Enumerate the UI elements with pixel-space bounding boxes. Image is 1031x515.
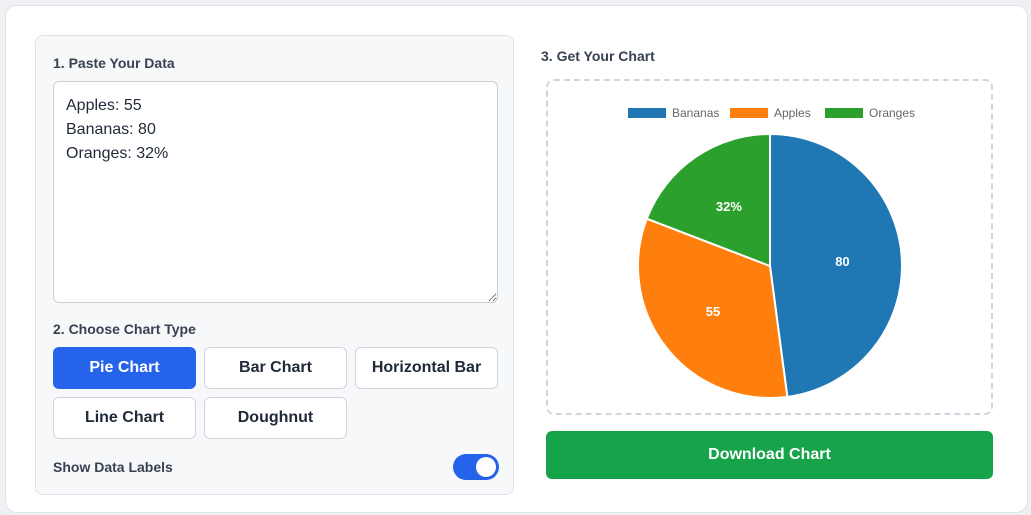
legend-swatch-bananas[interactable] <box>628 108 666 118</box>
pie-slice-oranges[interactable] <box>645 132 771 268</box>
step2-label: 2. Choose Chart Type <box>53 321 196 337</box>
legend-swatch-apples[interactable] <box>730 108 768 118</box>
download-chart-button[interactable]: Download Chart <box>546 431 993 479</box>
legend-label-oranges[interactable]: Oranges <box>869 106 915 120</box>
line-chart-button[interactable]: Line Chart <box>53 397 196 439</box>
pie-chart-button[interactable]: Pie Chart <box>53 347 196 389</box>
pie-slice-bananas[interactable] <box>769 132 903 398</box>
legend-label-apples[interactable]: Apples <box>774 106 811 120</box>
bar-chart-button[interactable]: Bar Chart <box>204 347 347 389</box>
legend-swatch-oranges[interactable] <box>825 108 863 118</box>
data-input[interactable] <box>53 81 498 303</box>
data-label-apples: 55 <box>706 304 720 319</box>
pie-chart: Bananas Apples Oranges 80 55 32% <box>628 106 915 399</box>
toggle-knob <box>476 457 496 477</box>
input-panel: 1. Paste Your Data 2. Choose Chart Type … <box>35 35 514 495</box>
show-data-labels-toggle[interactable] <box>453 454 499 480</box>
step3-label: 3. Get Your Chart <box>541 48 655 64</box>
chart-preview: Bananas Apples Oranges 80 55 32% <box>546 79 993 415</box>
data-label-oranges: 32% <box>716 199 742 214</box>
show-data-labels-label: Show Data Labels <box>53 459 173 475</box>
pie-slice-apples[interactable] <box>637 217 789 399</box>
step1-label: 1. Paste Your Data <box>53 55 175 71</box>
data-label-bananas: 80 <box>835 254 849 269</box>
legend-label-bananas[interactable]: Bananas <box>672 106 719 120</box>
doughnut-button[interactable]: Doughnut <box>204 397 347 439</box>
horizontal-bar-button[interactable]: Horizontal Bar <box>355 347 498 389</box>
main-card: 1. Paste Your Data 2. Choose Chart Type … <box>5 5 1028 513</box>
